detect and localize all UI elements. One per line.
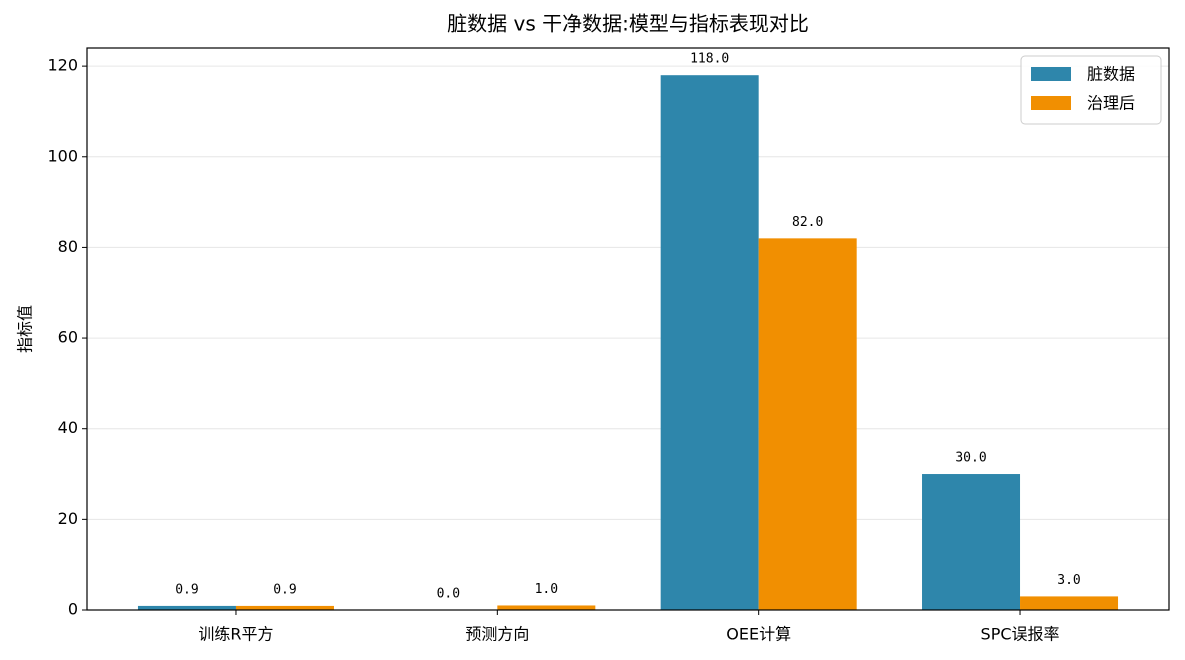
y-tick-label: 40 bbox=[58, 418, 78, 437]
bar bbox=[1020, 596, 1119, 610]
bar bbox=[660, 75, 759, 611]
x-tick-label: OEE计算 bbox=[726, 625, 791, 644]
y-tick-label: 80 bbox=[58, 237, 78, 256]
value-label: 0.0 bbox=[437, 587, 460, 602]
y-axis-label: 指标值 bbox=[16, 305, 35, 353]
value-label: 0.9 bbox=[273, 582, 296, 597]
bar bbox=[235, 605, 334, 610]
value-label: 118.0 bbox=[690, 52, 729, 67]
x-tick-label: SPC误报率 bbox=[981, 625, 1060, 644]
plot-frame bbox=[86, 47, 1170, 611]
value-label: 82.0 bbox=[792, 215, 823, 230]
legend-swatch bbox=[1031, 67, 1071, 81]
bar bbox=[922, 474, 1021, 610]
y-tick-label: 0 bbox=[68, 600, 78, 619]
value-label: 1.0 bbox=[535, 582, 558, 597]
y-tick-label: 120 bbox=[47, 56, 78, 75]
legend-label: 治理后 bbox=[1087, 94, 1135, 113]
value-label: 30.0 bbox=[955, 451, 986, 466]
bar bbox=[137, 605, 236, 610]
x-tick-label: 训练R平方 bbox=[198, 625, 273, 644]
legend-swatch bbox=[1031, 96, 1071, 110]
bar bbox=[497, 605, 596, 610]
y-tick-label: 100 bbox=[47, 146, 78, 165]
y-tick-label: 20 bbox=[58, 509, 78, 528]
legend-label: 脏数据 bbox=[1087, 65, 1135, 84]
x-tick-label: 预测方向 bbox=[465, 625, 529, 644]
value-label: 0.9 bbox=[175, 582, 198, 597]
value-label: 3.0 bbox=[1057, 573, 1080, 588]
chart-title: 脏数据 vs 干净数据:模型与指标表现对比 bbox=[447, 12, 809, 36]
bar bbox=[758, 238, 857, 610]
y-tick-label: 60 bbox=[58, 328, 78, 347]
